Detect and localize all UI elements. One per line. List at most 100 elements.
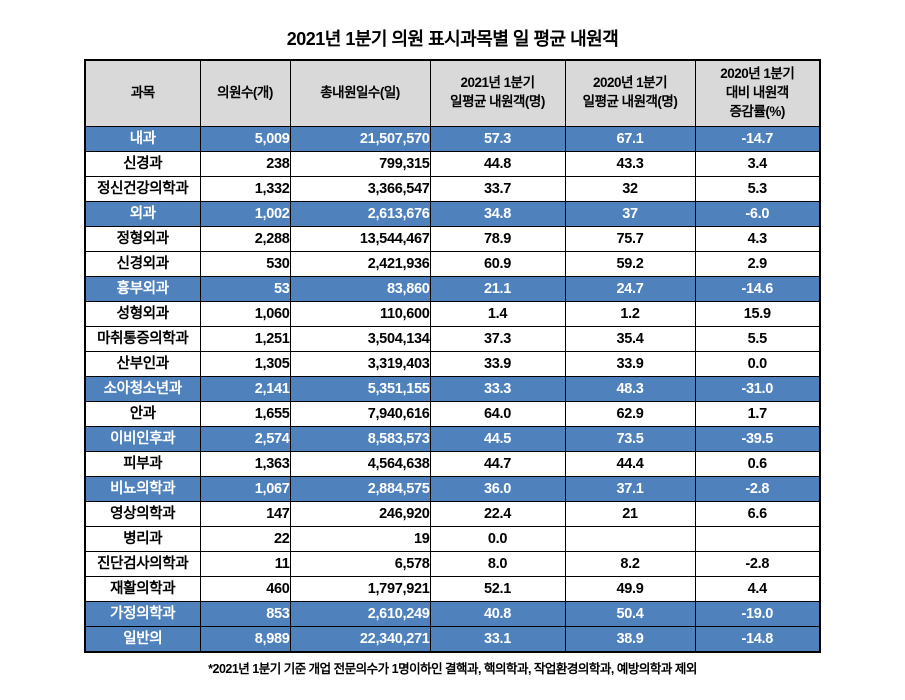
cell-clinic-count: 1,305 — [199, 350, 291, 377]
cell-total-visit-days: 3,319,403 — [289, 350, 431, 377]
cell-clinic-count: 11 — [199, 550, 291, 577]
cell-avg-2021: 78.9 — [429, 225, 566, 252]
table-body: 내과 5,009 21,507,570 57.3 67.1 -14.7 신경과 238 799,… — [84, 125, 821, 652]
table-row: 영상의학과 147 246,920 22.4 21 6.6 — [84, 500, 821, 527]
page-title: 2021년 1분기 의원 표시과목별 일 평균 내원객 — [286, 29, 619, 49]
cell-change-rate: 5.3 — [694, 175, 821, 202]
cell-avg-2020: 24.7 — [564, 275, 696, 302]
cell-total-visit-days: 2,610,249 — [289, 600, 431, 627]
cell-clinic-count: 5,009 — [199, 125, 291, 152]
cell-avg-2020: 59.2 — [564, 250, 696, 277]
cell-avg-2021: 33.3 — [429, 375, 566, 402]
data-table: 과목 의원수(개) 총내원일수(일) 2021년 1분기 일평균 내원객(명) … — [84, 59, 821, 653]
cell-total-visit-days: 6,578 — [289, 550, 431, 577]
cell-clinic-count: 1,060 — [199, 300, 291, 327]
cell-subject: 정신건강의학과 — [84, 175, 201, 202]
cell-avg-2020: 37 — [564, 200, 696, 227]
cell-clinic-count: 530 — [199, 250, 291, 277]
cell-clinic-count: 2,574 — [199, 425, 291, 452]
cell-clinic-count: 1,363 — [199, 450, 291, 477]
cell-change-rate: 0.6 — [694, 450, 821, 477]
cell-subject: 재활의학과 — [84, 575, 201, 602]
cell-change-rate: -19.0 — [694, 600, 821, 627]
cell-avg-2020: 62.9 — [564, 400, 696, 427]
cell-clinic-count: 238 — [199, 150, 291, 177]
cell-subject: 내과 — [84, 125, 201, 152]
cell-clinic-count: 1,002 — [199, 200, 291, 227]
table-row: 이비인후과 2,574 8,583,573 44.5 73.5 -39.5 — [84, 425, 821, 452]
cell-total-visit-days: 799,315 — [289, 150, 431, 177]
cell-total-visit-days: 21,507,570 — [289, 125, 431, 152]
cell-subject: 일반의 — [84, 625, 201, 652]
cell-avg-2021: 8.0 — [429, 550, 566, 577]
cell-avg-2020: 67.1 — [564, 125, 696, 152]
cell-subject: 진단검사의학과 — [84, 550, 201, 577]
cell-subject: 비뇨의학과 — [84, 475, 201, 502]
cell-avg-2021: 60.9 — [429, 250, 566, 277]
cell-change-rate: -14.7 — [694, 125, 821, 152]
cell-change-rate: 4.4 — [694, 575, 821, 602]
table-row: 재활의학과 460 1,797,921 52.1 49.9 4.4 — [84, 575, 821, 602]
cell-clinic-count: 2,141 — [199, 375, 291, 402]
cell-total-visit-days: 4,564,638 — [289, 450, 431, 477]
cell-change-rate: -39.5 — [694, 425, 821, 452]
cell-total-visit-days: 246,920 — [289, 500, 431, 527]
cell-total-visit-days: 13,544,467 — [289, 225, 431, 252]
cell-change-rate: 6.6 — [694, 500, 821, 527]
cell-change-rate: 1.7 — [694, 400, 821, 427]
table-row: 신경외과 530 2,421,936 60.9 59.2 2.9 — [84, 250, 821, 277]
table-row: 일반의 8,989 22,340,271 33.1 38.9 -14.8 — [84, 625, 821, 652]
cell-total-visit-days: 3,366,547 — [289, 175, 431, 202]
cell-avg-2020: 32 — [564, 175, 696, 202]
cell-subject: 병리과 — [84, 525, 201, 552]
cell-subject: 외과 — [84, 200, 201, 227]
cell-total-visit-days: 19 — [289, 525, 431, 552]
cell-subject: 마취통증의학과 — [84, 325, 201, 352]
cell-change-rate: 5.5 — [694, 325, 821, 352]
table-row: 내과 5,009 21,507,570 57.3 67.1 -14.7 — [84, 125, 821, 152]
cell-clinic-count: 2,288 — [199, 225, 291, 252]
table-row: 가정의학과 853 2,610,249 40.8 50.4 -19.0 — [84, 600, 821, 627]
cell-avg-2021: 21.1 — [429, 275, 566, 302]
col-header-subject: 과목 — [84, 59, 201, 127]
cell-avg-2021: 44.7 — [429, 450, 566, 477]
cell-subject: 이비인후과 — [84, 425, 201, 452]
table-row: 산부인과 1,305 3,319,403 33.9 33.9 0.0 — [84, 350, 821, 377]
table-row: 진단검사의학과 11 6,578 8.0 8.2 -2.8 — [84, 550, 821, 577]
cell-avg-2020: 43.3 — [564, 150, 696, 177]
cell-avg-2020: 35.4 — [564, 325, 696, 352]
cell-change-rate: -6.0 — [694, 200, 821, 227]
cell-avg-2021: 33.1 — [429, 625, 566, 652]
cell-subject: 가정의학과 — [84, 600, 201, 627]
cell-avg-2021: 33.7 — [429, 175, 566, 202]
cell-clinic-count: 1,655 — [199, 400, 291, 427]
cell-avg-2021: 37.3 — [429, 325, 566, 352]
cell-clinic-count: 1,067 — [199, 475, 291, 502]
footnote: *2021년 1분기 기준 개업 전문의수가 1명이하인 결핵과, 핵의학과, … — [208, 661, 697, 676]
cell-avg-2020: 1.2 — [564, 300, 696, 327]
cell-avg-2020: 50.4 — [564, 600, 696, 627]
cell-change-rate: 15.9 — [694, 300, 821, 327]
cell-total-visit-days: 5,351,155 — [289, 375, 431, 402]
cell-change-rate — [694, 525, 821, 552]
table-row: 피부과 1,363 4,564,638 44.7 44.4 0.6 — [84, 450, 821, 477]
table-row: 흉부외과 53 83,860 21.1 24.7 -14.6 — [84, 275, 821, 302]
col-header-avg-2021: 2021년 1분기 일평균 내원객(명) — [429, 59, 566, 127]
cell-subject: 흉부외과 — [84, 275, 201, 302]
cell-avg-2021: 1.4 — [429, 300, 566, 327]
cell-avg-2021: 33.9 — [429, 350, 566, 377]
cell-change-rate: 2.9 — [694, 250, 821, 277]
cell-avg-2021: 40.8 — [429, 600, 566, 627]
cell-change-rate: -2.8 — [694, 550, 821, 577]
cell-avg-2020: 38.9 — [564, 625, 696, 652]
cell-subject: 소아청소년과 — [84, 375, 201, 402]
table-row: 소아청소년과 2,141 5,351,155 33.3 48.3 -31.0 — [84, 375, 821, 402]
cell-clinic-count: 22 — [199, 525, 291, 552]
cell-avg-2020: 21 — [564, 500, 696, 527]
cell-clinic-count: 147 — [199, 500, 291, 527]
table-row: 안과 1,655 7,940,616 64.0 62.9 1.7 — [84, 400, 821, 427]
cell-total-visit-days: 1,797,921 — [289, 575, 431, 602]
cell-change-rate: -14.8 — [694, 625, 821, 652]
cell-total-visit-days: 83,860 — [289, 275, 431, 302]
